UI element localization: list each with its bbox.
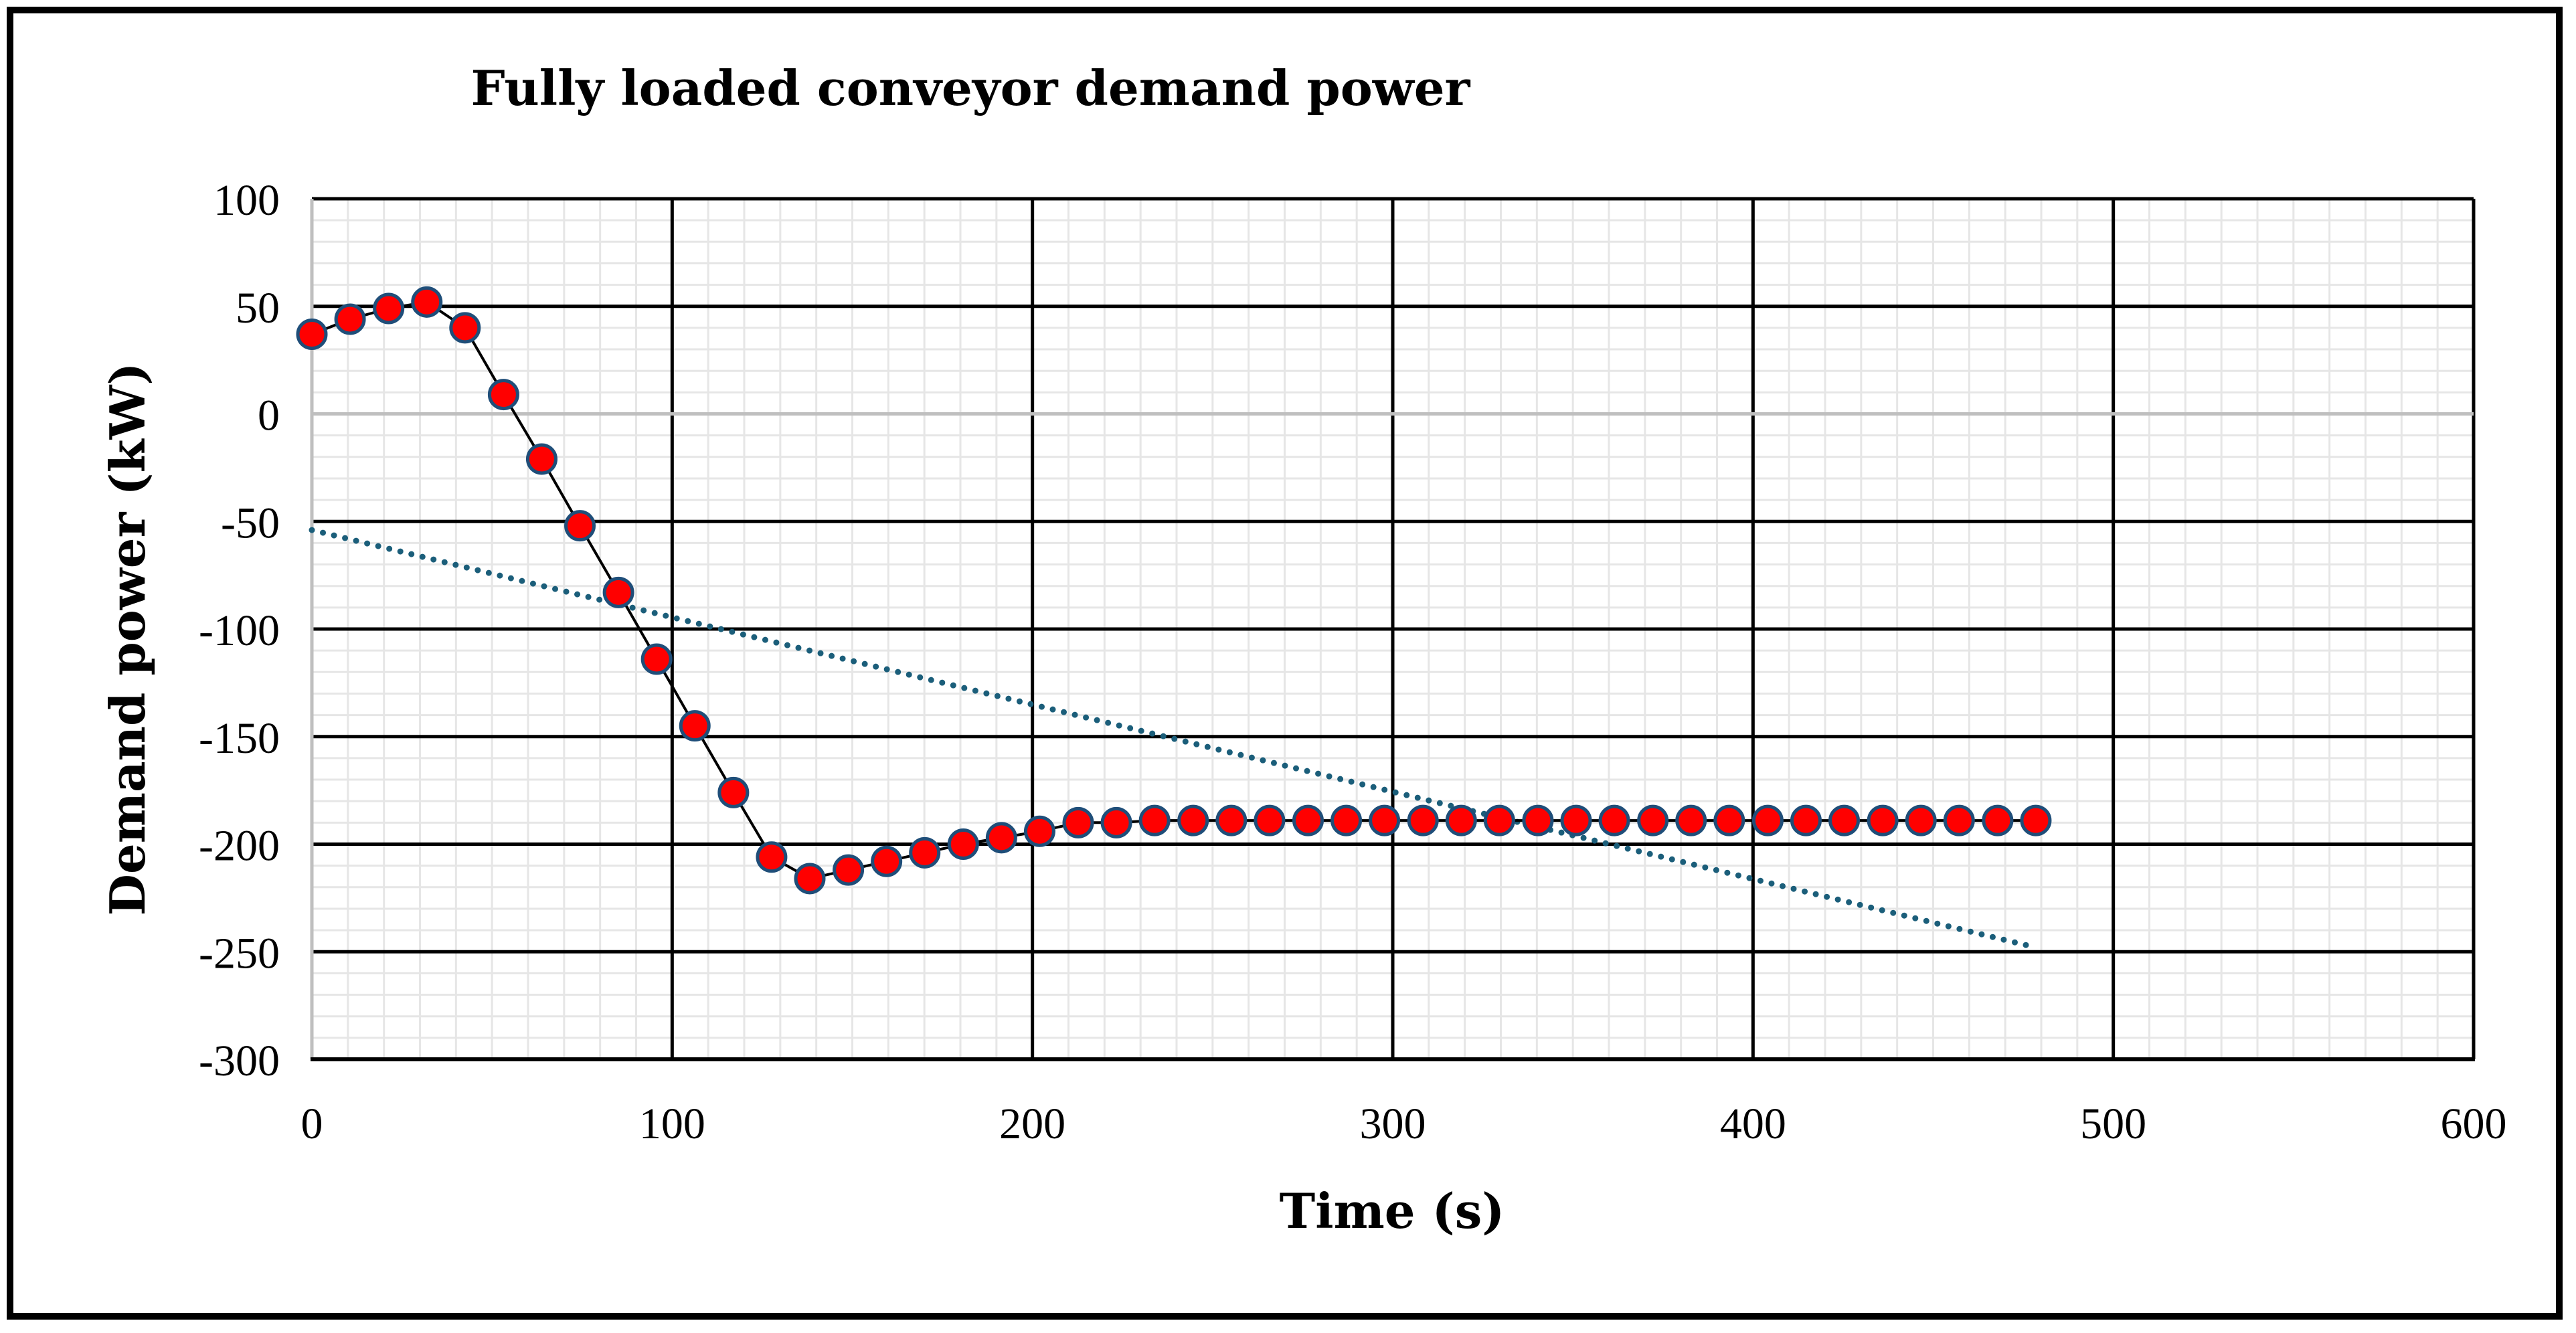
data-point [1483,804,1515,836]
chart-canvas: Fully loaded conveyor demand power 100 50… [99,60,2507,1239]
x-tick-label: 600 [2441,1099,2507,1148]
x-axis-label: Time (s) [1280,1182,1505,1239]
data-point [525,443,557,475]
data-point [640,643,673,675]
data-point [373,292,405,325]
data-point [1598,804,1630,836]
data-point [1713,804,1745,836]
y-tick-label: -150 [199,714,280,763]
x-tick-label: 400 [1720,1099,1786,1148]
x-tick-label: 0 [301,1099,323,1148]
x-tick-label: 300 [1360,1099,1426,1148]
data-point [1292,804,1324,836]
data-point [717,776,750,808]
data-point [1943,804,1975,836]
x-tick-label: 200 [999,1099,1065,1148]
data-point [1177,804,1209,836]
data-point [1867,804,1899,836]
y-tick-label: -200 [199,822,280,871]
data-point [602,576,634,608]
series-line [311,300,2036,881]
y-tick-label: -100 [199,606,280,655]
data-point [756,841,788,873]
data-point [1330,804,1363,836]
data-point [1138,804,1171,836]
major-gridlines [312,197,2476,1059]
data-point [1522,804,1554,836]
data-point [947,828,979,860]
data-point [1982,804,2014,836]
data-point [411,286,443,318]
data-point [487,379,519,411]
y-tick-label: 50 [236,284,280,333]
x-axis-tick-labels: 0 100 200 300 400 500 600 [301,1099,2507,1148]
y-tick-label: 0 [258,391,280,440]
data-point [334,303,366,335]
chart-frame: Fully loaded conveyor demand power 100 50… [7,7,2563,1320]
data-point [679,710,711,742]
data-point [1023,815,1055,847]
x-tick-label: 500 [2080,1099,2146,1148]
x-tick-label: 100 [639,1099,705,1148]
data-point [833,854,865,886]
y-tick-label: -50 [221,499,280,547]
data-point [1751,804,1784,836]
y-tick-label: 100 [213,176,280,225]
data-point [794,863,826,895]
data-point [1062,806,1094,838]
data-point [1828,804,1861,836]
trendline-series [309,527,2039,951]
data-point [296,319,328,351]
data-point [1215,804,1248,836]
data-point [1790,804,1822,836]
y-axis-label: Demand power (kW) [99,363,156,916]
data-point [2020,804,2052,836]
demand-power-series [296,286,2052,895]
data-point [1100,806,1132,838]
data-point [564,510,596,542]
data-point [1637,804,1669,836]
data-point [1407,804,1439,836]
data-point [871,845,903,877]
data-point [1905,804,1937,836]
data-point [909,836,941,869]
data-point [985,822,1017,854]
data-point [1254,804,1286,836]
data-point [1369,804,1401,836]
trendline [309,527,2039,951]
chart-title: Fully loaded conveyor demand power [471,60,1471,116]
data-point [1675,804,1707,836]
y-axis-tick-labels: 100 50 0 -50 -100 -150 -200 -250 -300 [199,176,280,1085]
data-point [449,312,481,344]
y-tick-label: -250 [199,929,280,978]
data-point [1445,804,1477,836]
data-point [1560,804,1592,836]
y-tick-label: -300 [199,1037,280,1085]
